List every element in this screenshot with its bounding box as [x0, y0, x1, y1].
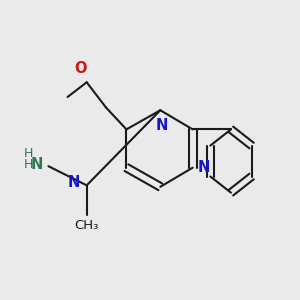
- Text: O: O: [74, 61, 86, 76]
- Text: N: N: [68, 176, 80, 190]
- Text: CH₃: CH₃: [74, 219, 99, 232]
- Text: H: H: [24, 158, 33, 171]
- Text: H: H: [24, 147, 33, 160]
- Text: N: N: [31, 157, 43, 172]
- Text: N: N: [198, 160, 210, 175]
- Text: N: N: [156, 118, 168, 133]
